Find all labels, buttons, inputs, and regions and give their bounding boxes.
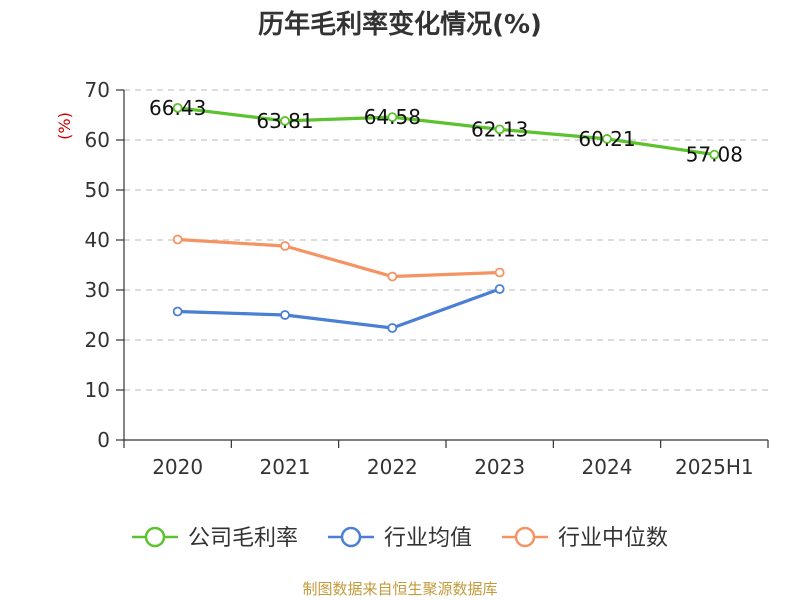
legend-label: 公司毛利率 [188, 526, 298, 551]
legend-label: 行业中位数 [558, 526, 668, 551]
y-tick-label: 0 [97, 428, 110, 452]
data-point[interactable] [709, 149, 720, 160]
y-tick-label: 70 [85, 78, 110, 102]
data-label: 63.81 [256, 109, 313, 133]
data-point[interactable] [494, 267, 505, 278]
data-label: 60.21 [578, 127, 635, 151]
grid-lines [124, 89, 768, 391]
data-point[interactable] [280, 116, 290, 126]
data-point[interactable] [494, 124, 505, 135]
series-line [176, 287, 502, 330]
legend-marker-icon [144, 526, 166, 548]
series [172, 102, 720, 333]
legend-marker-icon [340, 526, 362, 548]
legend-item[interactable]: 公司毛利率 [132, 526, 298, 551]
y-tick-label: 10 [85, 378, 110, 402]
y-tick-label: 60 [85, 128, 110, 152]
legend-item[interactable]: 行业均值 [328, 526, 472, 551]
x-tick-label: 2025H1 [675, 455, 754, 479]
data-label: 62.13 [471, 117, 528, 141]
legend-label: 行业均值 [384, 526, 472, 551]
data-point[interactable] [280, 310, 290, 320]
x-tick-label: 2020 [152, 455, 203, 479]
data-label: 64.58 [364, 105, 421, 129]
y-axis-label: (%) [55, 112, 74, 140]
data-point[interactable] [602, 134, 612, 144]
data-point[interactable] [387, 323, 398, 333]
data-label: 57.08 [686, 143, 743, 167]
y-tick-label: 40 [85, 228, 110, 252]
data-label: 66.43 [149, 96, 206, 120]
axes: 0 10 20 30 40 50 60 70 2020 2021 2022 2023 2024 2025H… [55, 78, 769, 479]
legend-marker-icon [514, 526, 536, 548]
legend: 公司毛利率 行业均值 行业中位数 [132, 526, 668, 551]
data-source-note: 制图数据来自恒生聚源数据库 [302, 580, 498, 598]
data-point[interactable] [387, 112, 398, 122]
data-point[interactable] [387, 271, 398, 282]
y-tick-label: 20 [85, 328, 110, 352]
y-tick-label: 50 [85, 178, 110, 202]
data-labels: 66.43 63.81 64.58 62.13 60.21 57.08 [149, 96, 743, 167]
legend-item[interactable]: 行业中位数 [502, 526, 668, 551]
chart-title: 历年毛利率变化情况(%) [258, 10, 542, 40]
y-tick-label: 30 [85, 278, 110, 302]
x-tick-label: 2022 [367, 455, 418, 479]
data-point[interactable] [172, 306, 183, 317]
data-point[interactable] [172, 234, 183, 245]
series-line [176, 106, 716, 157]
data-point[interactable] [280, 241, 290, 251]
data-point[interactable] [494, 284, 505, 294]
x-tick-label: 2023 [474, 455, 525, 479]
x-tick-label: 2024 [582, 455, 633, 479]
series-line [176, 237, 502, 279]
x-tick-label: 2021 [260, 455, 311, 479]
data-point[interactable] [172, 102, 183, 113]
